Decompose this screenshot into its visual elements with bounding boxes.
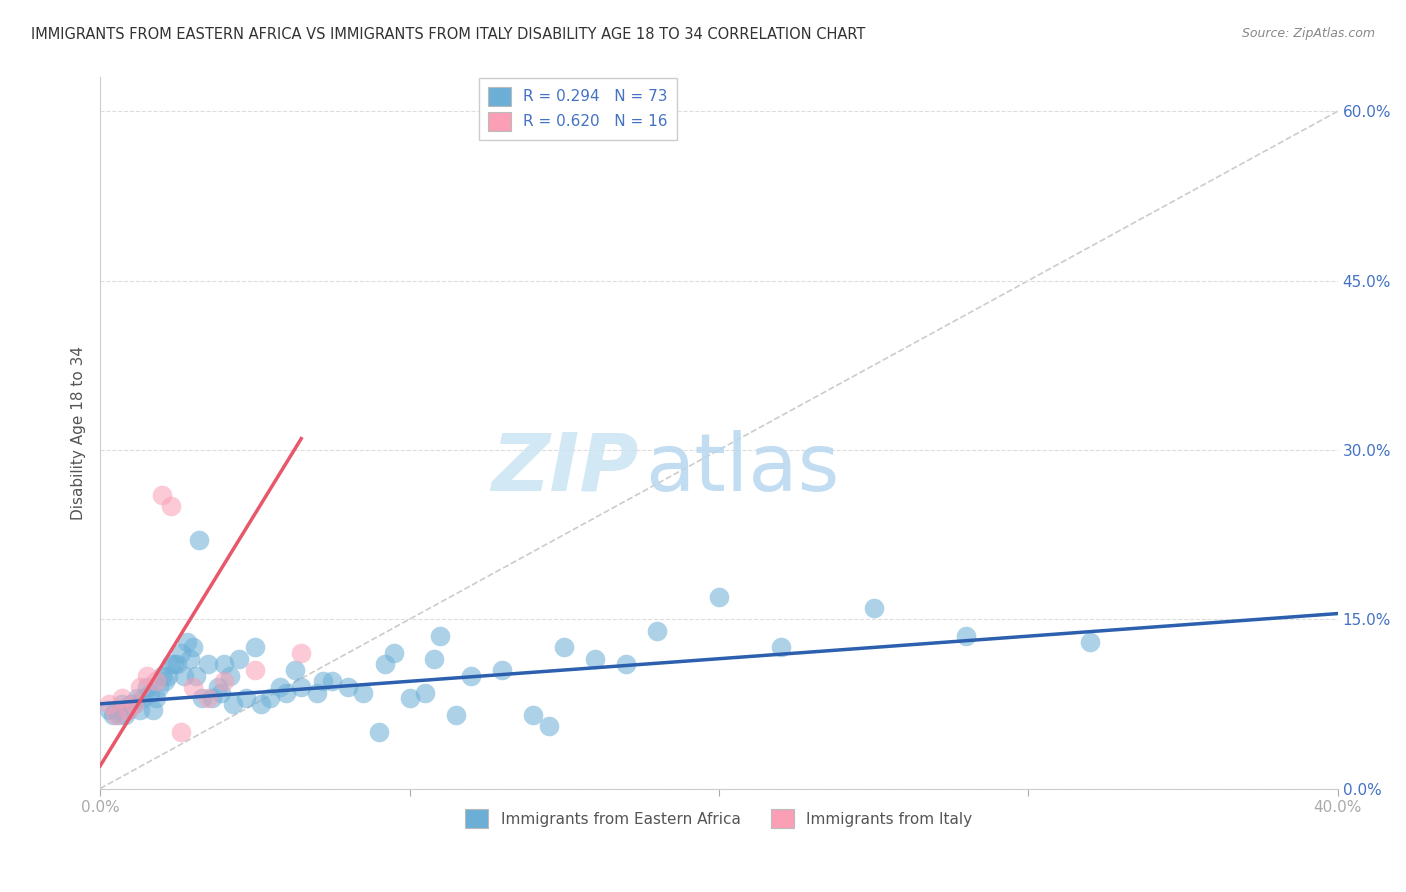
Point [169, 646, 191, 660]
Point [336, 680, 359, 694]
Point [207, 680, 229, 694]
Point [553, 640, 575, 655]
Point [176, 634, 198, 648]
Point [707, 590, 730, 604]
Point [101, 708, 124, 723]
Point [150, 668, 173, 682]
Point [181, 680, 204, 694]
Point [153, 674, 176, 689]
Point [188, 533, 211, 548]
Point [104, 708, 127, 723]
Point [98, 702, 121, 716]
Point [209, 685, 232, 699]
Point [166, 657, 188, 672]
Point [583, 651, 606, 665]
Point [382, 646, 405, 660]
Point [197, 691, 219, 706]
Text: atlas: atlas [644, 430, 839, 508]
Point [862, 601, 884, 615]
Point [321, 674, 343, 689]
Point [259, 691, 281, 706]
Point [429, 629, 451, 643]
Point [160, 657, 183, 672]
Point [163, 657, 186, 672]
Point [955, 629, 977, 643]
Point [111, 691, 134, 706]
Point [367, 725, 389, 739]
Point [160, 500, 183, 514]
Point [250, 697, 273, 711]
Point [290, 646, 312, 660]
Point [290, 680, 312, 694]
Point [122, 697, 145, 711]
Point [120, 697, 142, 711]
Point [169, 725, 191, 739]
Point [129, 680, 152, 694]
Point [212, 674, 235, 689]
Point [284, 663, 307, 677]
Point [135, 668, 157, 682]
Point [614, 657, 637, 672]
Point [200, 691, 222, 706]
Y-axis label: Disability Age 18 to 34: Disability Age 18 to 34 [72, 346, 86, 520]
Point [645, 624, 668, 638]
Point [191, 691, 214, 706]
Point [228, 651, 250, 665]
Point [1078, 634, 1101, 648]
Point [117, 702, 139, 716]
Point [374, 657, 396, 672]
Text: Source: ZipAtlas.com: Source: ZipAtlas.com [1241, 27, 1375, 40]
Point [197, 657, 219, 672]
Point [138, 685, 160, 699]
Point [98, 697, 121, 711]
Point [107, 708, 129, 723]
Point [157, 668, 180, 682]
Point [145, 691, 167, 706]
Point [127, 691, 149, 706]
Point [444, 708, 467, 723]
Point [114, 708, 136, 723]
Legend: Immigrants from Eastern Africa, Immigrants from Italy: Immigrants from Eastern Africa, Immigran… [460, 804, 979, 834]
Point [413, 685, 436, 699]
Point [398, 691, 420, 706]
Point [522, 708, 544, 723]
Point [274, 685, 297, 699]
Point [150, 488, 173, 502]
Point [129, 702, 152, 716]
Text: ZIP: ZIP [491, 430, 638, 508]
Point [312, 674, 335, 689]
Point [491, 663, 513, 677]
Point [305, 685, 328, 699]
Point [235, 691, 257, 706]
Point [423, 651, 446, 665]
Point [537, 719, 560, 733]
Point [352, 685, 374, 699]
Point [104, 702, 127, 716]
Point [117, 702, 139, 716]
Point [222, 697, 245, 711]
Point [173, 668, 195, 682]
Point [145, 674, 167, 689]
Point [243, 640, 266, 655]
Point [243, 663, 266, 677]
Point [769, 640, 792, 655]
Point [179, 651, 201, 665]
Point [460, 668, 482, 682]
Point [111, 697, 134, 711]
Point [184, 668, 207, 682]
Point [135, 680, 157, 694]
Point [181, 640, 204, 655]
Point [132, 691, 155, 706]
Point [122, 697, 145, 711]
Point [219, 668, 242, 682]
Text: IMMIGRANTS FROM EASTERN AFRICA VS IMMIGRANTS FROM ITALY DISABILITY AGE 18 TO 34 : IMMIGRANTS FROM EASTERN AFRICA VS IMMIGR… [31, 27, 865, 42]
Point [142, 702, 165, 716]
Point [212, 657, 235, 672]
Point [269, 680, 291, 694]
Point [148, 680, 170, 694]
